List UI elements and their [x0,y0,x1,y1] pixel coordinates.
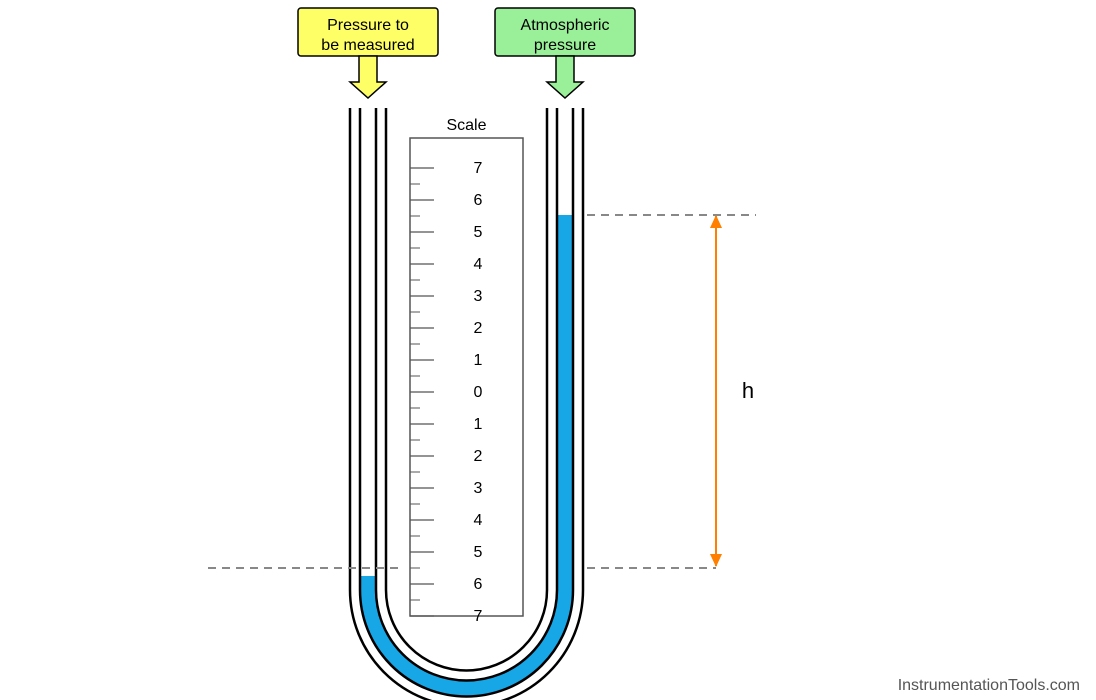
scale-tick-label: 0 [474,384,483,401]
h-arrowhead-top [710,215,722,228]
scale-tick-label: 6 [474,576,483,593]
atmospheric-callout-text-line-0: Atmospheric [521,17,610,34]
scale-box [410,138,523,616]
pressure-callout-text-line-1: be measured [321,37,414,54]
scale-tick-label: 1 [474,416,483,433]
atmospheric-callout-arrow [547,56,583,98]
h-arrowhead-bottom [710,554,722,567]
scale-tick-label: 3 [474,288,483,305]
scale-tick-label: 5 [474,224,483,241]
scale-tick-label: 7 [474,160,483,177]
watermark-text: InstrumentationTools.com [898,677,1080,694]
scale-tick-label: 3 [474,480,483,497]
scale-title: Scale [446,117,486,134]
scale-tick-label: 4 [474,256,483,273]
atmospheric-callout-text-line-1: pressure [534,37,596,54]
scale-tick-label: 5 [474,544,483,561]
pressure-callout-text-line-0: Pressure to [327,17,409,34]
scale-tick-label: 1 [474,352,483,369]
pressure-callout-arrow [350,56,386,98]
scale-tick-label: 2 [474,448,483,465]
scale-tick-label: 7 [474,608,483,625]
h-label: h [742,378,754,403]
scale-tick-label: 2 [474,320,483,337]
scale-tick-label: 6 [474,192,483,209]
scale-tick-label: 4 [474,512,483,529]
